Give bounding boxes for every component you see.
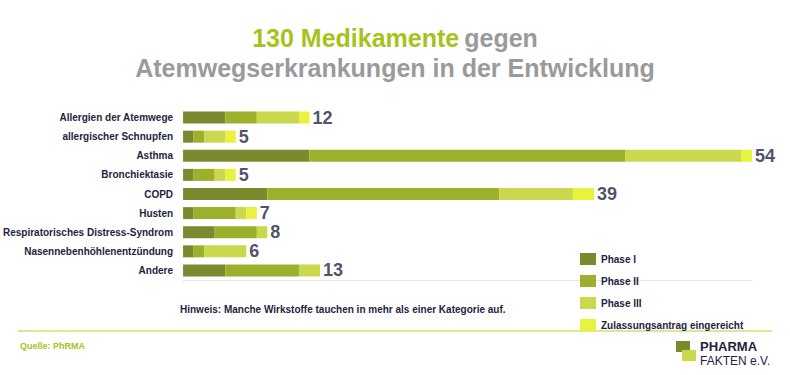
- svg-text:Nasennebenhöhlenentzündung: Nasennebenhöhlenentzündung: [24, 246, 173, 257]
- svg-text:Phase II: Phase II: [601, 276, 639, 287]
- svg-text:Husten: Husten: [139, 208, 173, 219]
- svg-text:8: 8: [270, 222, 280, 242]
- svg-text:5: 5: [239, 127, 249, 147]
- svg-text:5: 5: [239, 165, 249, 185]
- svg-text:gegen: gegen: [464, 24, 538, 52]
- svg-text:Respiratorisches Distress-Synd: Respiratorisches Distress-Syndrom: [3, 227, 173, 238]
- svg-text:13: 13: [323, 260, 343, 280]
- svg-text:Bronchiektasie: Bronchiektasie: [101, 169, 173, 180]
- svg-text:130 Medikamente: 130 Medikamente: [252, 24, 459, 52]
- svg-text:7: 7: [260, 203, 270, 223]
- svg-text:Asthma: Asthma: [136, 150, 173, 161]
- svg-text:39: 39: [597, 184, 617, 204]
- svg-text:Allergien der Atemwege: Allergien der Atemwege: [60, 112, 174, 123]
- svg-text:Andere: Andere: [139, 265, 174, 276]
- svg-text:Quelle: PhRMA: Quelle: PhRMA: [20, 341, 86, 351]
- svg-text:allergischer Schnupfen: allergischer Schnupfen: [62, 131, 173, 142]
- svg-text:FAKTEN e.V.: FAKTEN e.V.: [700, 354, 770, 368]
- svg-text:COPD: COPD: [144, 189, 173, 200]
- svg-text:Atemwegserkrankungen in der En: Atemwegserkrankungen in der Entwicklung: [135, 54, 655, 82]
- svg-text:6: 6: [249, 241, 259, 261]
- svg-text:Zulassungsantrag eingereicht: Zulassungsantrag eingereicht: [601, 320, 744, 331]
- svg-text:54: 54: [755, 146, 775, 166]
- svg-text:Phase I: Phase I: [601, 254, 636, 265]
- svg-text:Hinweis: Manche Wirkstoffe tau: Hinweis: Manche Wirkstoffe tauchen in me…: [180, 304, 506, 315]
- svg-text:PHARMA: PHARMA: [700, 339, 758, 354]
- svg-text:Phase III: Phase III: [601, 298, 642, 309]
- svg-text:12: 12: [312, 108, 332, 128]
